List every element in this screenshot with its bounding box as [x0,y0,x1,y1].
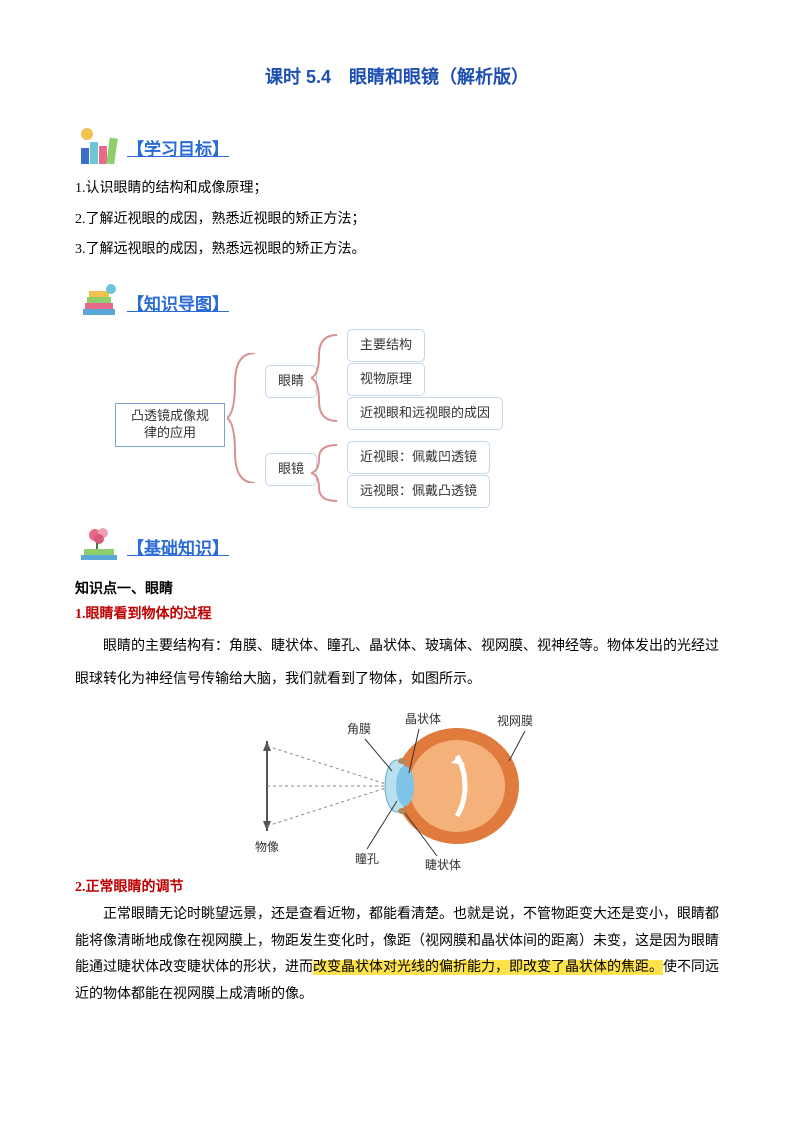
mm-leaf: 主要结构 [347,329,425,362]
section-basics-label: 【基础知识】 [127,533,229,565]
mm-mid-eye: 眼睛 [265,365,317,398]
knowledge-point-heading: 知识点一、眼睛 [75,575,719,602]
flower-books-icon [75,523,123,565]
section-basics-head: 【基础知识】 [75,523,719,565]
section-objectives-label: 【学习目标】 [127,134,229,166]
eye-diagram: 物像 角膜 晶状体 视网膜 瞳孔 睫状体 [247,701,547,871]
bracket-icon [227,353,257,483]
topic-2-heading: 2.正常眼睛的调节 [75,875,719,902]
section-objectives-head: 【学习目标】 [75,124,719,166]
mm-mid-glass: 眼镜 [265,453,317,486]
stacked-books-icon [75,279,123,321]
label-pupil: 瞳孔 [355,851,379,866]
mm-leaf: 视物原理 [347,363,425,396]
para-1a: 眼睛的主要结构有：角膜、睫状体、瞳孔、晶状体、玻璃体、视网膜、视神经等。物体发出… [75,634,719,661]
mm-root: 凸透镜成像规律的应用 [115,403,225,447]
para-2-highlight: 改变晶状体对光线的偏折能力，即改变了晶状体的焦距。 [313,960,663,975]
label-object: 物像 [255,840,279,854]
mm-leaf: 远视眼：佩戴凸透镜 [347,475,490,508]
page-title: 课时 5.4 眼睛和眼镜（解析版） [75,60,719,94]
mm-leaf: 近视眼：佩戴凹透镜 [347,441,490,474]
label-retina: 视网膜 [497,713,533,728]
label-ciliary: 睫状体 [425,858,461,871]
para-2: 正常眼睛无论时眺望远景，还是查看近物，都能看清楚。也就是说，不管物距变大还是变小… [75,902,719,1008]
bracket-icon [311,443,339,503]
objective-item: 2.了解近视眼的成因，熟悉近视眼的矫正方法； [75,207,719,234]
label-lens: 晶状体 [405,712,441,726]
label-cornea: 角膜 [347,722,371,736]
mindmap: 凸透镜成像规律的应用 眼睛 眼镜 主要结构 视物原理 近视眼和远视眼的成因 近视… [115,333,555,508]
topic-1-heading: 1.眼睛看到物体的过程 [75,602,719,629]
section-mindmap-head: 【知识导图】 [75,279,719,321]
books-icon [75,124,123,166]
objective-item: 1.认识眼睛的结构和成像原理； [75,176,719,203]
bracket-icon [311,333,339,423]
para-1b: 眼球转化为神经信号传输给大脑，我们就看到了物体，如图所示。 [75,667,719,694]
mm-leaf: 近视眼和远视眼的成因 [347,397,503,430]
objective-item: 3.了解远视眼的成因，熟悉远视眼的矫正方法。 [75,237,719,264]
section-mindmap-label: 【知识导图】 [127,289,229,321]
